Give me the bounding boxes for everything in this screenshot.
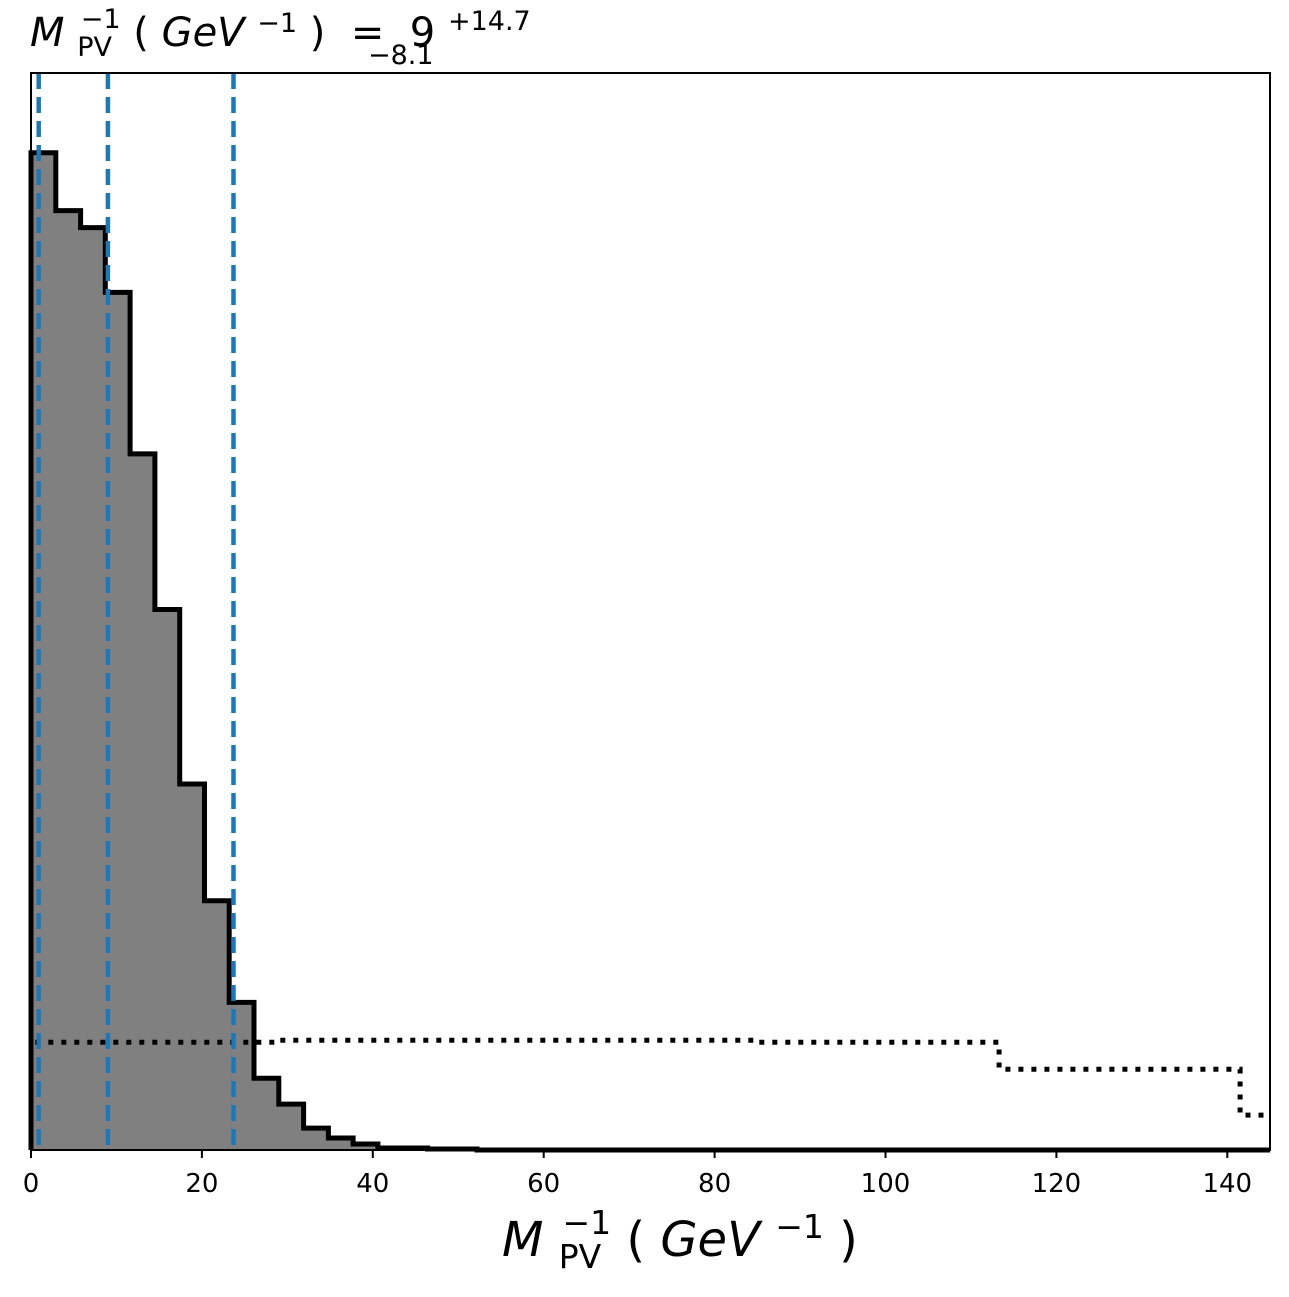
title-err-plus: +14.7 <box>448 6 531 37</box>
histogram-bar <box>254 1078 280 1150</box>
x-tick-label: 80 <box>698 1169 731 1199</box>
x-axis-label: M PV −1 ( GeV −1 ) <box>502 1190 858 1280</box>
histogram-bar <box>179 784 206 1150</box>
title-err-minus: −8.1 <box>368 40 434 71</box>
title-unit-close: ) <box>310 10 326 56</box>
histogram-bar <box>55 210 82 1151</box>
title-var-main: M <box>30 10 65 56</box>
histogram-bar <box>154 609 181 1150</box>
xlabel-unit-open: ( <box>626 1212 645 1268</box>
title-var-sup: −1 <box>81 4 121 35</box>
histogram-outline <box>28 150 1270 1153</box>
title-unit-open: ( <box>133 10 149 56</box>
chart-title: M PV −1 ( GeV −1 ) = 9 +14.7 −8.1 <box>30 0 543 71</box>
prior-step-line <box>35 1037 1270 1118</box>
histogram-bar <box>303 1128 329 1150</box>
title-value: 9 <box>410 10 435 56</box>
title-unit-sup: −1 <box>257 8 297 39</box>
xlabel-var-main: M <box>502 1212 543 1268</box>
xlabel-unit-main: GeV <box>660 1212 763 1268</box>
histogram-bar <box>278 1104 305 1150</box>
histogram-bar <box>80 227 106 1151</box>
x-tick-label: 40 <box>356 1169 389 1199</box>
x-axis: 0 20 40 60 80 100 120 140 <box>23 1150 1252 1199</box>
histogram-bar <box>204 900 230 1150</box>
x-tick-label: 0 <box>23 1169 40 1199</box>
xlabel-unit-close: ) <box>839 1212 858 1268</box>
x-tick-label: 140 <box>1202 1169 1252 1199</box>
plot-area <box>28 73 1270 1153</box>
x-tick-label: 20 <box>185 1169 218 1199</box>
title-unit-main: GeV <box>162 10 248 56</box>
histogram-bar <box>130 453 156 1150</box>
title-var-sub: PV <box>77 32 112 63</box>
histogram-bar <box>31 152 57 1151</box>
xlabel-var-sub: PV <box>559 1237 602 1276</box>
histogram-bar <box>229 1002 255 1150</box>
histogram-bar <box>328 1138 354 1150</box>
x-tick-label: 60 <box>527 1169 560 1199</box>
histogram-bar <box>353 1144 379 1150</box>
axes-frame <box>30 72 1271 1151</box>
x-tick-label: 100 <box>861 1169 911 1199</box>
xlabel-unit-sup: −1 <box>775 1207 824 1246</box>
x-tick-label: 120 <box>1032 1169 1082 1199</box>
xlabel-var-sup: −1 <box>562 1203 611 1242</box>
title-equals: = <box>338 10 397 56</box>
